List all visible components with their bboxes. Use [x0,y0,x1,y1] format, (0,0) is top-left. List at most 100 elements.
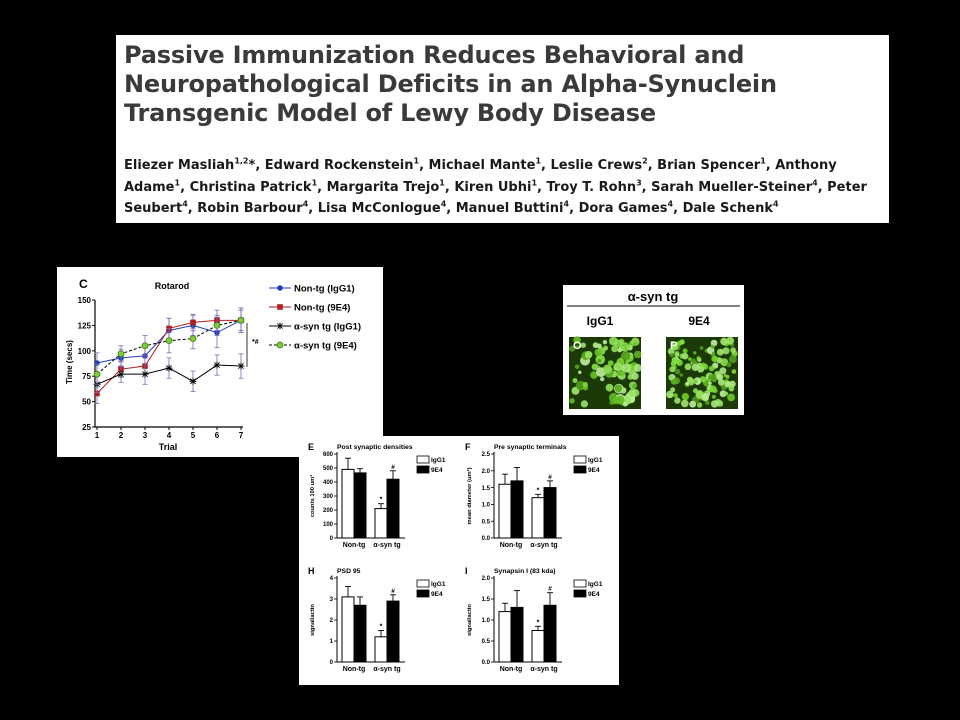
y-tick-label: 500 [323,466,334,472]
cell-spot [572,378,578,383]
legend-label: 9E4 [431,467,443,474]
bar [510,480,524,539]
paper-header: Passive Immunization Reduces Behavioral … [116,35,889,223]
micrograph-panel: α-syn tg IgG1 9E4 O P [563,285,744,415]
cell-spot [591,363,599,371]
cell-spot [584,350,593,359]
cell-spot [730,347,736,353]
legend-entry: α-syn tg (9E4) [269,341,357,352]
bar [341,596,355,663]
cell-spot [621,363,631,373]
cell-spot [710,374,718,383]
cell-spot [681,393,689,401]
y-tick-label: 0.5 [482,639,491,645]
cell-spot [708,365,715,372]
cell-spot [670,341,675,345]
data-point [94,390,100,397]
group-label: α-syn tg [373,666,400,673]
cell-spot [694,379,698,384]
author-name: Lisa McConlogue [317,201,441,216]
author-affiliation: 4 [667,199,674,209]
cell-spot [726,362,732,368]
y-tick-label: 300 [323,494,334,500]
cell-spot [609,336,618,346]
legend-marker [277,285,283,291]
cell-spot [720,337,728,346]
significance-star: * [537,619,540,626]
cell-spot [729,380,736,388]
significance-hash: # [548,586,552,593]
marker-stroke [118,371,124,378]
cell-spot [716,348,724,356]
group-label: α-syn tg [530,666,557,673]
cell-spot [718,379,725,386]
cell-spot [628,391,635,398]
cell-spot [720,358,729,367]
legend-swatch [573,455,587,464]
cell-spot [711,394,716,399]
cell-spot [685,381,690,386]
group-label: Non-tg [500,666,523,673]
cell-spot [674,352,680,358]
x-tick-label: 7 [239,431,244,440]
x-tick-label: 6 [215,431,220,440]
cell-spot [603,345,609,351]
cell-spot [701,393,709,401]
author-affiliation: 1,2 [234,156,249,166]
bar [498,483,512,539]
cell-spot [679,373,683,377]
panel-letter: F [465,442,471,452]
legend-entry: Non-tg (IgG1) [269,284,355,295]
author-affiliation: 1 [760,156,766,166]
author-affiliation: 1 [311,178,318,188]
cell-spot [592,342,599,349]
legend-label: 9E4 [431,591,443,598]
y-tick-label: 100 [323,522,334,528]
cell-spot [719,390,727,398]
cell-spot [697,365,705,373]
cell-spot [680,340,685,345]
y-tick-label: 1.0 [482,503,491,509]
group-label: Non-tg [343,542,366,549]
y-tick-label: 1 [330,639,334,645]
micrograph-figure: α-syn tg IgG1 9E4 O P [567,289,740,409]
data-point [213,322,221,329]
cell-spot [681,399,689,408]
x-tick-label: 5 [191,431,196,440]
cell-spot [580,342,586,348]
cell-spot [693,388,698,394]
bar-panel-e: E Post synaptic densities counts 100 um² 0 1… [308,442,446,549]
cell-spot [578,370,582,375]
y-tick-label: 50 [82,398,91,407]
author-affiliation: 4 [440,199,447,209]
author-affiliation: 4 [302,199,309,209]
author-name: Anthony Adame [124,158,837,195]
cell-spot [614,384,623,393]
cell-spot [613,362,622,372]
legend-swatch [416,589,430,598]
legend-swatch [573,589,587,598]
series-2 [93,353,245,393]
rotarod-title: Rotarod [155,281,190,291]
cell-spot [691,364,699,371]
legend-marker [277,304,283,310]
data-point [93,370,101,378]
author-name: Troy T. Rohn [546,179,637,195]
micrograph-image-9e4 [666,336,738,409]
marker-stroke [166,365,172,371]
x-tick-label: 4 [167,431,172,440]
cell-spot [569,398,575,404]
cell-spot [710,339,718,347]
cell-spot [696,356,701,361]
author-name: Manuel Buttini [455,201,564,216]
author-affiliation: 1 [439,178,445,188]
cell-spot [699,376,706,383]
bar-panel-i: I Synapsin I (83 kda) signal/actin 0.0 0.5 1.… [465,566,603,673]
paper-title: Passive Immunization Reduces Behavioral … [124,41,777,127]
bar [498,611,512,663]
cell-spot [580,400,588,408]
legend-label: IgG1 [588,581,603,588]
panel-title: Synapsin I (83 kda) [494,568,556,575]
bar-chart-grid: E Post synaptic densities counts 100 um² 0 1… [308,442,603,673]
panel-y-label: counts 100 um² [309,475,316,518]
